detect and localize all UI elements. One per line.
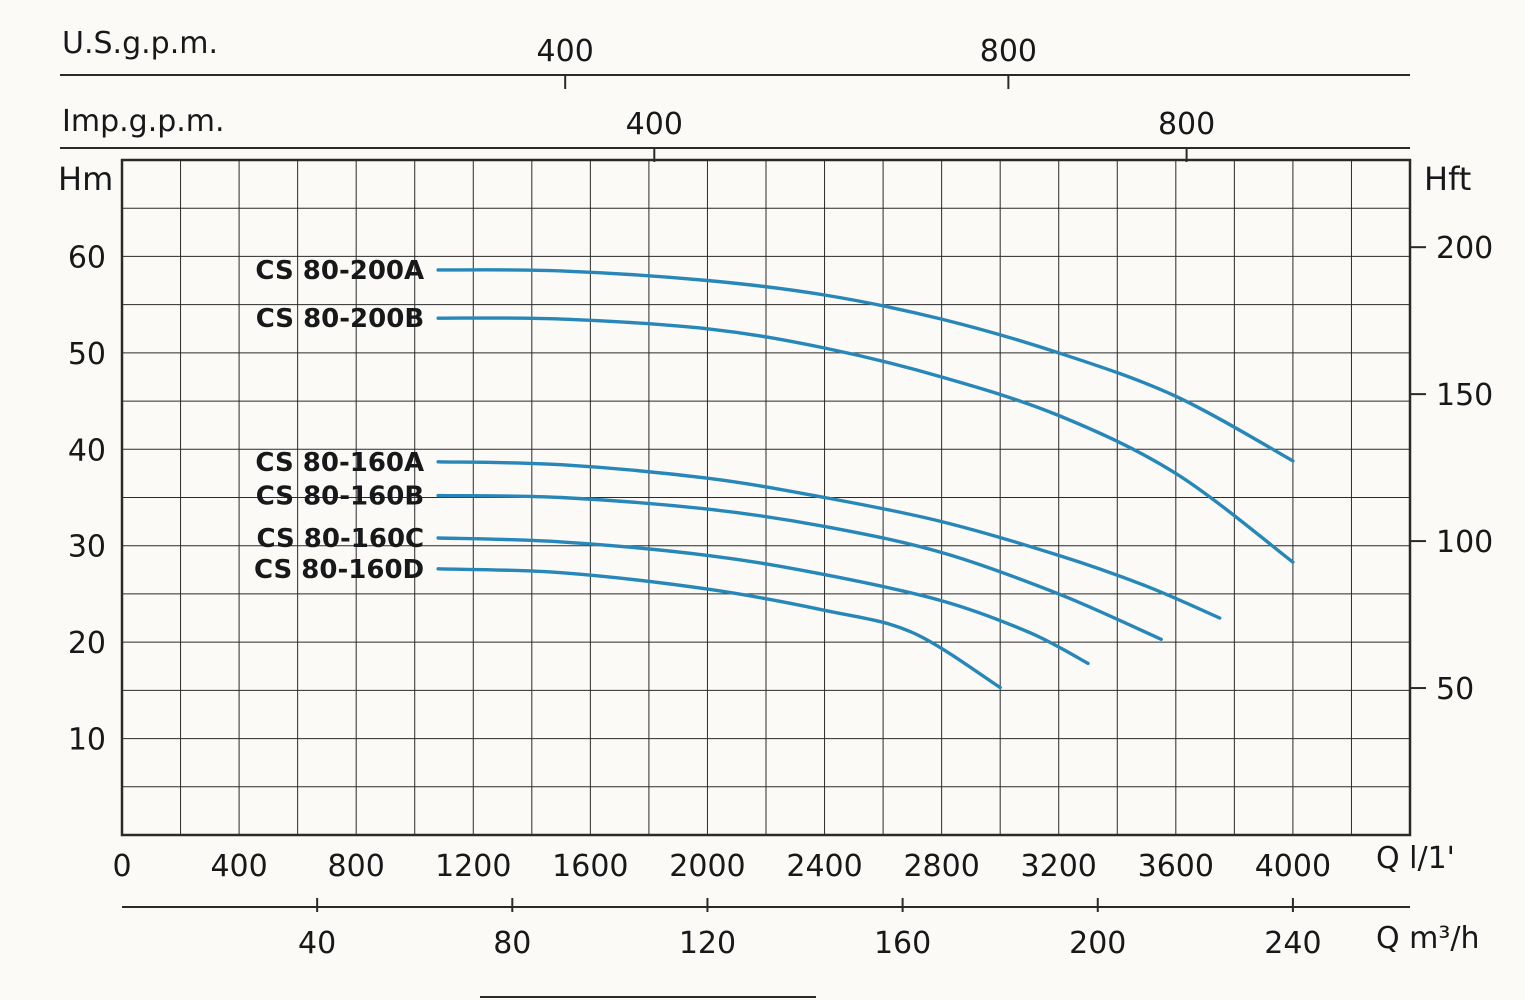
x-axis-tick-label: 2800 [903, 849, 979, 884]
x-axis-tick-label: 3200 [1021, 849, 1097, 884]
imp-gpm-axis-label: Imp.g.p.m. [62, 104, 225, 139]
hm-tick-label: 30 [68, 530, 106, 565]
x-axis-tick-label: 2400 [786, 849, 862, 884]
hm-tick-label: 10 [68, 723, 106, 758]
hm-tick-label: 40 [68, 433, 106, 468]
x-axis-tick-label: 2000 [669, 849, 745, 884]
curve-cs-80-160b [436, 493, 1163, 641]
m3h-axis-tick-label: 200 [1069, 926, 1126, 961]
us-gpm-axis-label: U.S.g.p.m. [62, 26, 218, 61]
us-gpm-axis-tick-label: 400 [537, 34, 594, 69]
us-gpm-axis [60, 74, 1410, 89]
hft-tick-label: 100 [1436, 525, 1493, 560]
imp-gpm-axis-tick-label: 800 [1158, 107, 1215, 142]
curve-cs-80-160d [436, 567, 1002, 690]
hm-tick-label: 60 [68, 240, 106, 275]
flow-lmin-axis-label: Q l/1' [1376, 841, 1455, 876]
curve-cs-80-200a [436, 268, 1295, 463]
head-meters-axis-label: Hm [58, 160, 114, 198]
hm-tick-label: 20 [68, 626, 106, 661]
m3h-axis-tick-label: 240 [1264, 926, 1321, 961]
x-axis-tick-label: 1600 [552, 849, 628, 884]
m3h-axis-tick-label: 160 [874, 926, 931, 961]
curve-cs-80-200b [436, 316, 1295, 564]
curve-label: CS 80-200B [256, 304, 424, 334]
x-axis-tick-label: 400 [210, 849, 267, 884]
curve-cs-80-160a [436, 460, 1222, 620]
hft-tick-label: 200 [1436, 231, 1493, 266]
m3h-axis [122, 898, 1410, 912]
hm-tick-label: 50 [68, 337, 106, 372]
us-gpm-axis-tick-label: 800 [980, 34, 1037, 69]
curve-label: CS 80-160D [254, 555, 424, 585]
hft-tick-label: 150 [1436, 378, 1493, 413]
curve-label: CS 80-200A [255, 256, 424, 286]
x-axis-tick-label: 800 [328, 849, 385, 884]
flow-m3h-axis-label: Q m³/h [1376, 921, 1480, 956]
imp-gpm-axis-tick-label: 400 [626, 107, 683, 142]
x-axis-tick-label: 1200 [435, 849, 511, 884]
x-axis-tick-label: 0 [112, 849, 131, 884]
hft-tick-label: 50 [1436, 672, 1474, 707]
pump-curves [436, 268, 1295, 690]
x-axis-tick-label: 4000 [1255, 849, 1331, 884]
x-axis-tick-label: 3600 [1138, 849, 1214, 884]
curve-cs-80-160c [436, 536, 1090, 666]
hft-axis [1410, 246, 1426, 690]
m3h-axis-tick-label: 40 [298, 926, 336, 961]
m3h-axis-tick-label: 120 [679, 926, 736, 961]
head-feet-axis-label: Hft [1424, 160, 1472, 198]
curve-label: CS 80-160B [256, 482, 424, 512]
m3h-axis-tick-label: 80 [493, 926, 531, 961]
imp-gpm-axis [60, 147, 1410, 162]
curve-label: CS 80-160A [255, 448, 424, 478]
plot-border [120, 158, 1412, 837]
curve-label: CS 80-160C [256, 524, 424, 554]
